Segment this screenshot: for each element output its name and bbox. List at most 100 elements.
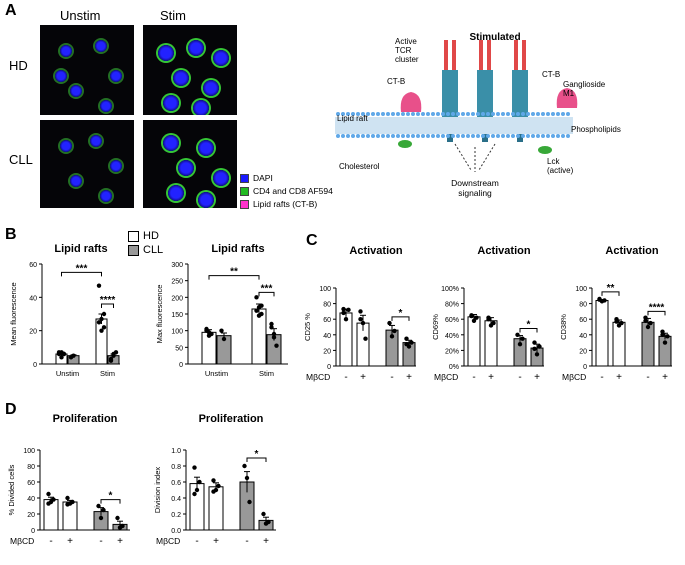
legend-cd4-cd8: CD4 and CD8 AF594	[240, 186, 333, 196]
significance-label: **	[607, 283, 615, 294]
membrane-head	[356, 112, 360, 116]
data-point	[96, 283, 102, 288]
membrane-head	[376, 134, 380, 138]
y-tick-label: 60	[27, 480, 35, 487]
label-ctb-right: CT-B	[542, 70, 560, 79]
data-point	[96, 503, 101, 509]
x-tick-label: +	[67, 536, 73, 547]
data-point	[71, 353, 76, 358]
data-point	[358, 309, 363, 314]
membrane-head	[486, 134, 490, 138]
membrane-head	[341, 112, 345, 116]
label-active-tcr: Active	[395, 37, 417, 46]
significance-bracket	[100, 499, 121, 504]
data-point	[532, 346, 537, 352]
legend-swatch-hd	[128, 230, 139, 242]
label-downstream: Downstream	[451, 178, 499, 188]
data-point	[101, 507, 106, 513]
data-point	[99, 328, 104, 333]
data-point	[206, 330, 212, 335]
chart-title: Activation	[477, 245, 530, 257]
chart-title: Proliferation	[53, 413, 118, 425]
membrane-head	[431, 134, 435, 138]
data-point	[343, 317, 349, 322]
data-point	[269, 321, 274, 327]
micrograph-cll-stim	[143, 120, 237, 208]
label-ganglioside-2: M1	[563, 89, 575, 98]
data-point	[474, 315, 479, 320]
y-tick-label: 0	[31, 528, 35, 535]
data-point	[194, 487, 200, 493]
chart-d1-divided-cells: Proliferation 0 20 40 60 80 100 % Divided cells…	[7, 413, 130, 547]
x-category-label: Unstim	[205, 369, 228, 378]
membrane-head	[481, 112, 485, 116]
membrane-head	[471, 112, 475, 116]
membrane-head	[541, 134, 545, 138]
membrane-head	[536, 112, 540, 116]
y-tick-label: 20	[323, 348, 331, 355]
data-point	[486, 317, 491, 322]
membrane-head	[336, 134, 340, 138]
chart-title: Activation	[605, 245, 658, 257]
signal-arrow	[454, 143, 472, 171]
cell	[60, 140, 72, 152]
significance-bracket	[601, 291, 620, 296]
data-point	[192, 465, 197, 470]
significance-label: ****	[100, 295, 116, 306]
data-point	[216, 483, 221, 489]
membrane-head	[356, 134, 360, 138]
membrane-head	[561, 112, 565, 116]
label-phospholipids: Phospholipids	[571, 125, 621, 134]
y-tick-label: 1.0	[171, 448, 181, 455]
y-tick-label: 80	[579, 302, 587, 309]
row-label-cll: CLL	[9, 152, 33, 167]
membrane-head	[396, 112, 400, 116]
cell	[110, 160, 122, 172]
y-tick-label: 80	[27, 464, 35, 471]
data-point	[101, 311, 107, 317]
micrograph-cll-unstim	[40, 120, 134, 208]
data-point	[409, 340, 414, 345]
membrane-head	[531, 134, 535, 138]
cell	[70, 175, 82, 187]
y-tick-label: 0.2	[171, 512, 181, 519]
membrane-head	[351, 134, 355, 138]
membrane-head	[521, 112, 525, 116]
data-point	[46, 501, 51, 506]
membrane-head	[466, 112, 470, 116]
legend-label-dapi: DAPI	[253, 173, 273, 183]
y-tick-label: 300	[171, 262, 183, 269]
data-point	[471, 318, 477, 323]
data-point	[619, 320, 624, 326]
data-point	[517, 341, 523, 347]
y-tick-label: 60	[579, 317, 587, 324]
cell	[203, 80, 219, 96]
legend-b-cll: CLL	[128, 244, 163, 256]
data-point	[662, 340, 668, 345]
y-tick-label: 40	[29, 295, 37, 302]
membrane-head	[431, 112, 435, 116]
legend-label-hd: HD	[143, 230, 159, 242]
membrane-head	[366, 112, 370, 116]
data-point	[274, 343, 279, 348]
x-category-label: Stim	[100, 369, 115, 378]
membrane-head	[491, 134, 495, 138]
x-tick-label: -	[646, 372, 649, 383]
data-point	[537, 344, 542, 349]
y-tick-label: 20	[579, 348, 587, 355]
membrane-head	[366, 134, 370, 138]
cell	[163, 135, 179, 151]
x-axis-prefix: MβCD	[434, 372, 458, 382]
lck-kinase	[398, 140, 412, 148]
membrane-head	[486, 112, 490, 116]
membrane-head	[446, 134, 450, 138]
tcr-chain	[514, 40, 518, 70]
y-tick-label: 250	[171, 279, 183, 286]
data-point	[515, 332, 520, 337]
membrane-head	[561, 134, 565, 138]
data-point	[120, 523, 125, 529]
label-lck-2: (active)	[547, 166, 574, 175]
data-point	[389, 334, 395, 339]
membrane-head	[501, 112, 505, 116]
data-point	[346, 307, 351, 313]
